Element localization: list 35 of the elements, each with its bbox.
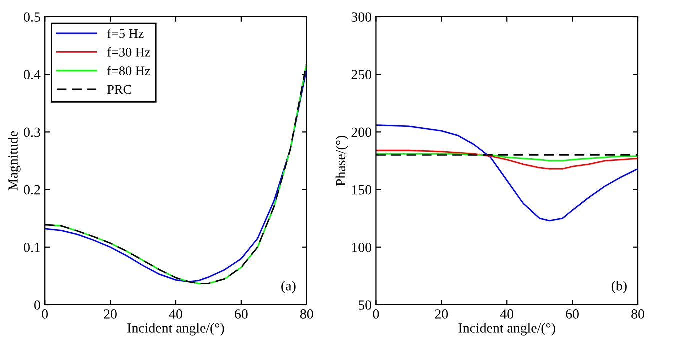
y-tick-label: 0.1 xyxy=(24,242,40,252)
x-tick-label: 40 xyxy=(500,310,514,319)
y-tick-label: 0.3 xyxy=(24,128,40,138)
y-tick-label: 300 xyxy=(352,12,372,22)
x-tick-label: 80 xyxy=(632,310,644,319)
x-tick-label: 80 xyxy=(300,310,314,319)
legend-label: PRC xyxy=(107,85,132,94)
y-tick-label: 150 xyxy=(352,185,372,195)
annotation: (a) xyxy=(282,280,296,294)
x-tick-label: 40 xyxy=(169,310,182,319)
x-tick-label: 20 xyxy=(435,310,448,319)
legend-label: f=80 Hz xyxy=(108,66,150,76)
x-tick-label: 60 xyxy=(235,310,248,319)
x-tick-label: 20 xyxy=(104,310,117,319)
x-axis-title: Incident angle/(°) xyxy=(128,323,224,336)
line-series xyxy=(376,124,638,222)
y-tick-label: 0.4 xyxy=(24,70,41,80)
y-tick-label: 50 xyxy=(358,300,372,310)
legend-label: f=5 Hz xyxy=(108,28,144,38)
y-tick-label: 200 xyxy=(352,128,372,138)
y-tick-label: 0.2 xyxy=(24,185,40,195)
legend-label: f=30 Hz xyxy=(108,47,150,57)
y-axis-title: Magnitude xyxy=(8,131,21,191)
y-tick-label: 100 xyxy=(352,242,372,252)
x-tick-label: 0 xyxy=(42,310,48,319)
y-axis-title: Phase/(°) xyxy=(336,136,348,186)
x-axis-title: Incident angle/(°) xyxy=(458,323,556,336)
x-tick-label: 0 xyxy=(373,310,380,319)
y-tick-label: 0 xyxy=(34,300,40,310)
annotation: (b) xyxy=(612,280,627,294)
y-tick-label: 0.5 xyxy=(24,12,40,22)
line-series xyxy=(376,153,638,162)
y-tick-label: 250 xyxy=(352,70,372,80)
line-series xyxy=(376,150,638,170)
x-tick-label: 60 xyxy=(566,310,579,319)
